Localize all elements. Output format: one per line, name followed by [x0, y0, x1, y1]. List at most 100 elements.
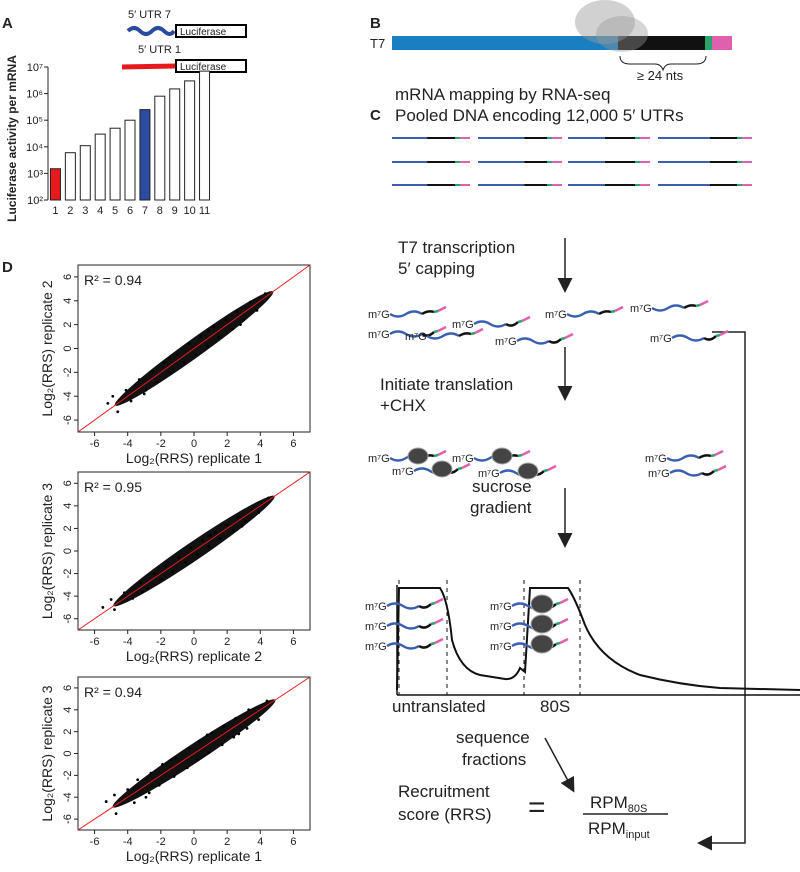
point — [207, 329, 211, 333]
x-tick-label: 9 — [172, 205, 178, 217]
utr-1-strand — [121, 63, 177, 70]
mrna-barcode — [555, 601, 561, 606]
x-tick-label: 4 — [97, 205, 103, 217]
point — [220, 743, 224, 747]
y-axis-label: Log₂(RRS) replicate 3 — [39, 685, 55, 821]
step-text: 5′ capping — [398, 259, 475, 278]
mrna-tail — [434, 597, 444, 605]
point — [187, 342, 191, 346]
point — [166, 560, 169, 564]
point — [250, 507, 254, 511]
cap-label: m⁷G — [648, 468, 670, 480]
y-tick-label: 2 — [62, 322, 74, 328]
point — [257, 718, 261, 722]
y-tick-label: -2 — [62, 770, 74, 780]
mrna-tail — [434, 637, 444, 645]
mrna-tail — [437, 325, 447, 333]
bar — [49, 168, 61, 201]
mrna-utr — [386, 622, 420, 630]
mrna-utr — [426, 332, 460, 340]
y-tick-label: -4 — [62, 391, 74, 401]
x-tick-label: 0 — [191, 438, 197, 450]
mrna-body — [703, 335, 717, 341]
point — [174, 756, 178, 760]
mrna-tail — [559, 637, 569, 645]
y-tick-label: -6 — [62, 614, 74, 624]
point — [169, 758, 173, 762]
mrna-tail — [461, 462, 471, 470]
point — [132, 801, 136, 805]
x-tick-label: 6 — [290, 636, 296, 648]
promoter-label: T7 — [370, 36, 385, 51]
point — [234, 717, 237, 720]
cap-label: m⁷G — [478, 468, 500, 480]
ribosome — [491, 447, 513, 465]
mrna-barcode — [430, 601, 436, 606]
numerator-main: RPM — [590, 793, 628, 812]
point — [237, 515, 241, 519]
bar — [169, 88, 181, 201]
x-tick-label: 2 — [224, 636, 230, 648]
mrna-barcode — [433, 329, 439, 334]
mrna-tail — [434, 617, 444, 625]
x-tick-label: -4 — [123, 636, 133, 648]
mrna-barcode — [560, 336, 566, 341]
inset-label: 5′ UTR 7 — [128, 9, 171, 21]
point — [194, 353, 198, 356]
point — [157, 783, 161, 787]
point — [207, 751, 211, 754]
mrna-barcode — [710, 453, 716, 458]
panel-label: D — [2, 259, 13, 276]
point — [131, 597, 135, 600]
cap-label: m⁷G — [490, 641, 512, 653]
mrna-tail — [719, 329, 729, 337]
point — [222, 724, 226, 728]
mrna-tail — [559, 617, 569, 625]
mrna-tail — [521, 315, 531, 323]
mrna-tail — [474, 327, 484, 335]
x-tick-label: 11 — [199, 205, 210, 217]
mrna-body — [458, 332, 472, 338]
cap-label: m⁷G — [368, 329, 390, 341]
y-tick-label: 2 — [62, 729, 74, 735]
x-tick-label: 7 — [142, 205, 148, 217]
point — [219, 537, 222, 540]
point — [156, 380, 159, 384]
mrna-barcode — [695, 303, 701, 308]
fit-line — [77, 264, 311, 433]
point — [101, 606, 105, 609]
gradient-profile — [396, 580, 800, 696]
y-tick-label: -2 — [62, 569, 74, 579]
point — [176, 353, 179, 356]
point — [139, 581, 143, 584]
y-tick-label: 4 — [62, 298, 74, 304]
step-text: Initiate translation — [380, 375, 513, 394]
y-tick-label: 6 — [62, 274, 74, 280]
utr-7-strand — [126, 26, 176, 36]
point — [232, 735, 236, 739]
step-text: sequence — [456, 728, 530, 747]
inset-label: Luciferase — [180, 27, 227, 38]
bar — [154, 95, 166, 201]
point — [129, 399, 133, 403]
cap-label: m⁷G — [650, 333, 672, 345]
mrna-body — [505, 321, 519, 327]
mrna-barcode — [555, 621, 561, 626]
y-tick-label: 0 — [62, 750, 74, 756]
mrna-utr — [516, 337, 550, 345]
y-tick-label: 0 — [62, 345, 74, 351]
mrna-barcode — [517, 319, 523, 324]
point — [248, 300, 252, 304]
point — [152, 572, 156, 575]
cap-label: m⁷G — [365, 641, 387, 653]
y-tick-label: -6 — [62, 814, 74, 824]
point — [247, 708, 251, 712]
denominator: RPMinput — [588, 819, 650, 841]
point — [184, 560, 188, 564]
y-tick-label: 4 — [62, 707, 74, 713]
x-tick-label: 1 — [52, 205, 58, 217]
ribosome — [407, 447, 429, 465]
fit-line — [77, 676, 311, 831]
mrna-body — [421, 310, 435, 316]
cap-label: m⁷G — [365, 621, 387, 633]
